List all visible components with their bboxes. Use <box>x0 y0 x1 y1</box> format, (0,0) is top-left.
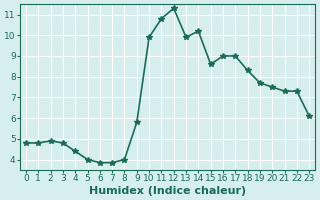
X-axis label: Humidex (Indice chaleur): Humidex (Indice chaleur) <box>89 186 246 196</box>
